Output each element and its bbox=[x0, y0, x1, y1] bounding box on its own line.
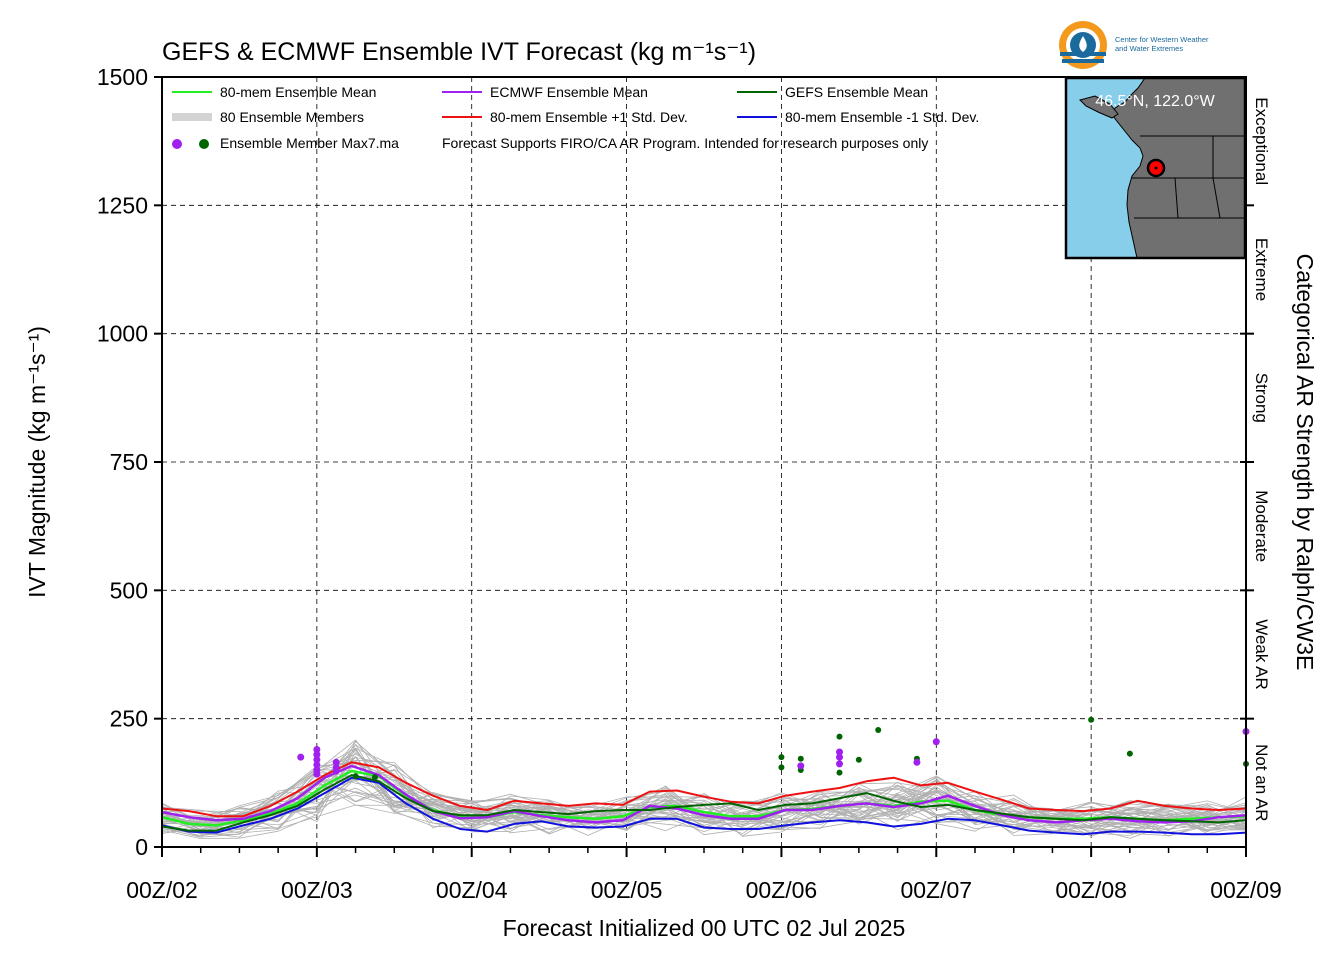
ensemble-max-point bbox=[313, 751, 321, 759]
series-line-gefs-ensemble-mean bbox=[161, 774, 1247, 832]
x-axis: 00Z/02 00Z/03 00Z/04 00Z/05 00Z/06 00Z/07 00Z/… bbox=[126, 847, 1282, 903]
ensemble-max-point bbox=[836, 753, 843, 761]
ensemble-max-point bbox=[313, 756, 321, 764]
ensemble-max-points bbox=[297, 716, 1250, 781]
ensemble-max-point bbox=[836, 748, 843, 756]
y-tick-label: 250 bbox=[110, 706, 148, 732]
legend-label-plus-std: 80-mem Ensemble +1 Std. Dev. bbox=[490, 109, 688, 125]
ensemble-max-point bbox=[778, 754, 785, 761]
chart-title: GEFS & ECMWF Ensemble IVT Forecast (kg m… bbox=[162, 38, 756, 66]
category-label: Not an AR bbox=[1252, 744, 1271, 822]
ensemble-max-point bbox=[836, 769, 843, 776]
inset-map: 46.5°N, 122.0°W bbox=[1064, 76, 1247, 260]
inset-island bbox=[1079, 95, 1119, 119]
x-tick-label: 00Z/06 bbox=[746, 877, 818, 903]
ensemble-max-point bbox=[836, 760, 843, 768]
category-label: Moderate bbox=[1252, 490, 1271, 562]
category-label: Weak AR bbox=[1252, 619, 1271, 690]
category-label: Strong bbox=[1252, 373, 1271, 423]
legend-label-ensemble-mean: 80-mem Ensemble Mean bbox=[220, 84, 376, 100]
y-axis-title: IVT Magnitude (kg m⁻¹s⁻¹) bbox=[24, 326, 50, 598]
x-tick-label: 00Z/05 bbox=[591, 877, 663, 903]
forecast-note: Forecast Supports FIRO/CA AR Program. In… bbox=[442, 135, 928, 151]
legend-label-max: Ensemble Member Max7.ma bbox=[220, 135, 399, 151]
ensemble-max-point bbox=[778, 764, 785, 771]
series-line-ecmwf-ensemble-mean bbox=[161, 764, 1247, 824]
ensemble-max-point bbox=[836, 733, 843, 740]
x-tick-label: 00Z/08 bbox=[1055, 877, 1127, 903]
legend-label-ecmwf-mean: ECMWF Ensemble Mean bbox=[490, 84, 648, 100]
ensemble-member-line bbox=[161, 747, 1247, 835]
ensemble-max-point bbox=[932, 738, 940, 746]
category-label: Extreme bbox=[1252, 238, 1271, 301]
legend-label-minus-std: 80-mem Ensemble -1 Std. Dev. bbox=[785, 109, 979, 125]
y-tick-label: 1500 bbox=[97, 64, 148, 90]
x-tick-label: 00Z/02 bbox=[126, 877, 198, 903]
grid-lines bbox=[162, 77, 1246, 847]
ensemble-max-point bbox=[313, 761, 321, 769]
x-tick-label: 00Z/07 bbox=[900, 877, 972, 903]
legend-label-gefs-mean: GEFS Ensemble Mean bbox=[785, 84, 928, 100]
ensemble-max-point bbox=[371, 774, 378, 781]
location-marker-center bbox=[1154, 166, 1158, 170]
ensemble-max-point bbox=[1088, 716, 1095, 723]
y-axis: 0 250 500 750 1000 1250 1500 bbox=[97, 64, 162, 860]
logo-text-line2: and Water Extremes bbox=[1115, 44, 1183, 53]
ensemble-max-point bbox=[332, 758, 340, 766]
ensemble-max-point bbox=[297, 753, 305, 761]
ensemble-max-point bbox=[797, 755, 804, 762]
inset-borders bbox=[1132, 135, 1245, 219]
ensemble-max-point bbox=[313, 745, 321, 753]
ensemble-max-point bbox=[797, 762, 805, 770]
y-tick-label: 500 bbox=[110, 577, 148, 603]
series-line-80-mem-ensemble-1-std-dev- bbox=[161, 761, 1247, 818]
logo-wave-1 bbox=[1060, 52, 1106, 56]
ensemble-max-point bbox=[875, 726, 882, 733]
series-lines bbox=[161, 761, 1247, 836]
logo-wave-2 bbox=[1062, 59, 1104, 63]
ensemble-member-line bbox=[161, 744, 1247, 829]
inset-land bbox=[1109, 77, 1246, 259]
y-tick-label: 1250 bbox=[97, 192, 148, 218]
series-line-80-mem-ensemble-1-std-dev- bbox=[161, 776, 1247, 836]
legend-swatch-max-ecmwf bbox=[172, 139, 182, 149]
ensemble-max-point bbox=[855, 756, 862, 763]
category-label: Exceptional bbox=[1252, 97, 1271, 185]
ensemble-member-line bbox=[161, 747, 1247, 832]
ensemble-member-line bbox=[161, 769, 1247, 837]
y-tick-label: 1000 bbox=[97, 321, 148, 347]
right-axis-title: Categorical AR Strength by Ralph/CW3E bbox=[1292, 254, 1318, 671]
ensemble-max-point bbox=[913, 758, 921, 766]
x-tick-label: 00Z/03 bbox=[281, 877, 353, 903]
legend-swatch-ensemble-members bbox=[172, 113, 212, 121]
ensemble-max-point bbox=[332, 767, 340, 775]
y-tick-label: 750 bbox=[110, 449, 148, 475]
logo-text-line1: Center for Western Weather bbox=[1115, 35, 1209, 44]
x-axis-title: Forecast Initialized 00 UTC 02 Jul 2025 bbox=[503, 915, 906, 941]
category-axis: Not an AR Weak AR Moderate Strong Extreme Exc… bbox=[1240, 97, 1271, 822]
ensemble-max-point bbox=[1126, 750, 1133, 757]
logo-droplet-icon bbox=[1079, 36, 1087, 52]
y-tick-label: 0 bbox=[135, 834, 148, 860]
x-tick-label: 00Z/09 bbox=[1210, 877, 1282, 903]
legend-label-ensemble-members: 80 Ensemble Members bbox=[220, 109, 364, 125]
legend: 80-mem Ensemble Mean 80 Ensemble Members… bbox=[172, 84, 979, 151]
inset-location-label: 46.5°N, 122.0°W bbox=[1095, 93, 1215, 110]
legend-swatch-max-gefs bbox=[199, 139, 209, 149]
ensemble-member-line bbox=[161, 740, 1247, 839]
inset-frame bbox=[1064, 76, 1247, 260]
ensemble-max-point bbox=[313, 770, 321, 778]
x-tick-label: 00Z/04 bbox=[436, 877, 508, 903]
ensemble-max-point bbox=[352, 773, 359, 780]
cw3e-logo: Center for Western Weather and Water Ext… bbox=[1059, 21, 1209, 69]
